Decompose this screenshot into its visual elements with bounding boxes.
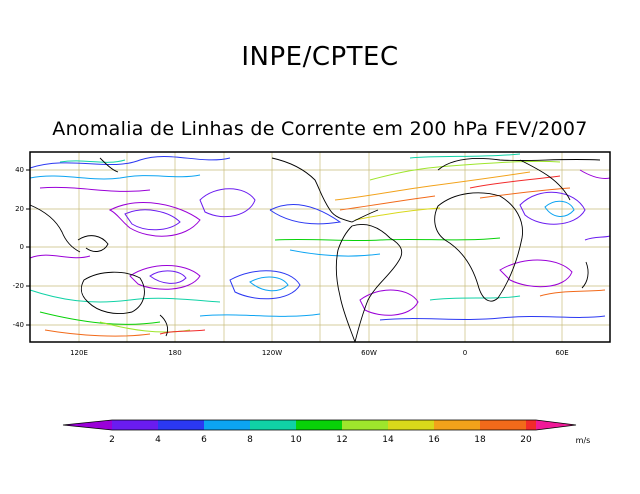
colorbar-segment [480,420,526,430]
longitude-axis: 120E 180 120W 60W 0 60E [70,349,569,357]
colorbar-tick: 16 [428,435,440,445]
colorbar: 2 4 6 8 10 12 14 16 18 20 m/s [62,419,591,445]
colorbar-segment [388,420,434,430]
map-title: Anomalia de Linhas de Corrente em 200 hP… [52,118,588,140]
map-panel: 40 20 0 -20 -40 120E 180 120W 60W 0 60E [13,151,611,357]
lon-label: 120E [70,349,88,357]
colorbar-tick: 6 [201,435,207,445]
colorbar-tick: 4 [155,435,161,445]
colorbar-segment [526,420,536,430]
colorbar-tick: 20 [520,435,532,445]
colorbar-segment [250,420,296,430]
agency-title: INPE/CPTEC [241,42,399,72]
lon-label: 180 [168,349,181,357]
colorbar-tick: 18 [474,435,486,445]
colorbar-tick: 2 [109,435,115,445]
lat-label: 0 [20,243,24,251]
lat-label: -40 [13,321,24,329]
lat-label: -20 [13,282,24,290]
colorbar-ticks: 2 4 6 8 10 12 14 16 18 20 [109,435,532,445]
colorbar-segment [434,420,480,430]
latitude-axis: 40 20 0 -20 -40 [13,166,30,329]
colorbar-tick: 10 [290,435,302,445]
colorbar-outline [62,419,577,431]
colorbar-tick: 8 [247,435,253,445]
lon-label: 60E [555,349,568,357]
graticule [30,152,610,342]
colorbar-segment [536,420,576,430]
coastlines [29,157,601,343]
lon-label: 120W [262,349,282,357]
colorbar-tick: 14 [382,435,394,445]
streamlines [29,153,611,337]
colorbar-segment [204,420,250,430]
colorbar-segment [158,420,204,430]
colorbar-unit: m/s [576,436,591,445]
colorbar-segment [63,420,112,430]
lon-label: 0 [463,349,467,357]
colorbar-segment [112,420,158,430]
lat-label: 40 [15,166,24,174]
lat-label: 20 [15,205,24,213]
colorbar-segment [296,420,342,430]
colorbar-segment [342,420,388,430]
colorbar-tick: 12 [336,435,347,445]
lon-label: 60W [361,349,377,357]
